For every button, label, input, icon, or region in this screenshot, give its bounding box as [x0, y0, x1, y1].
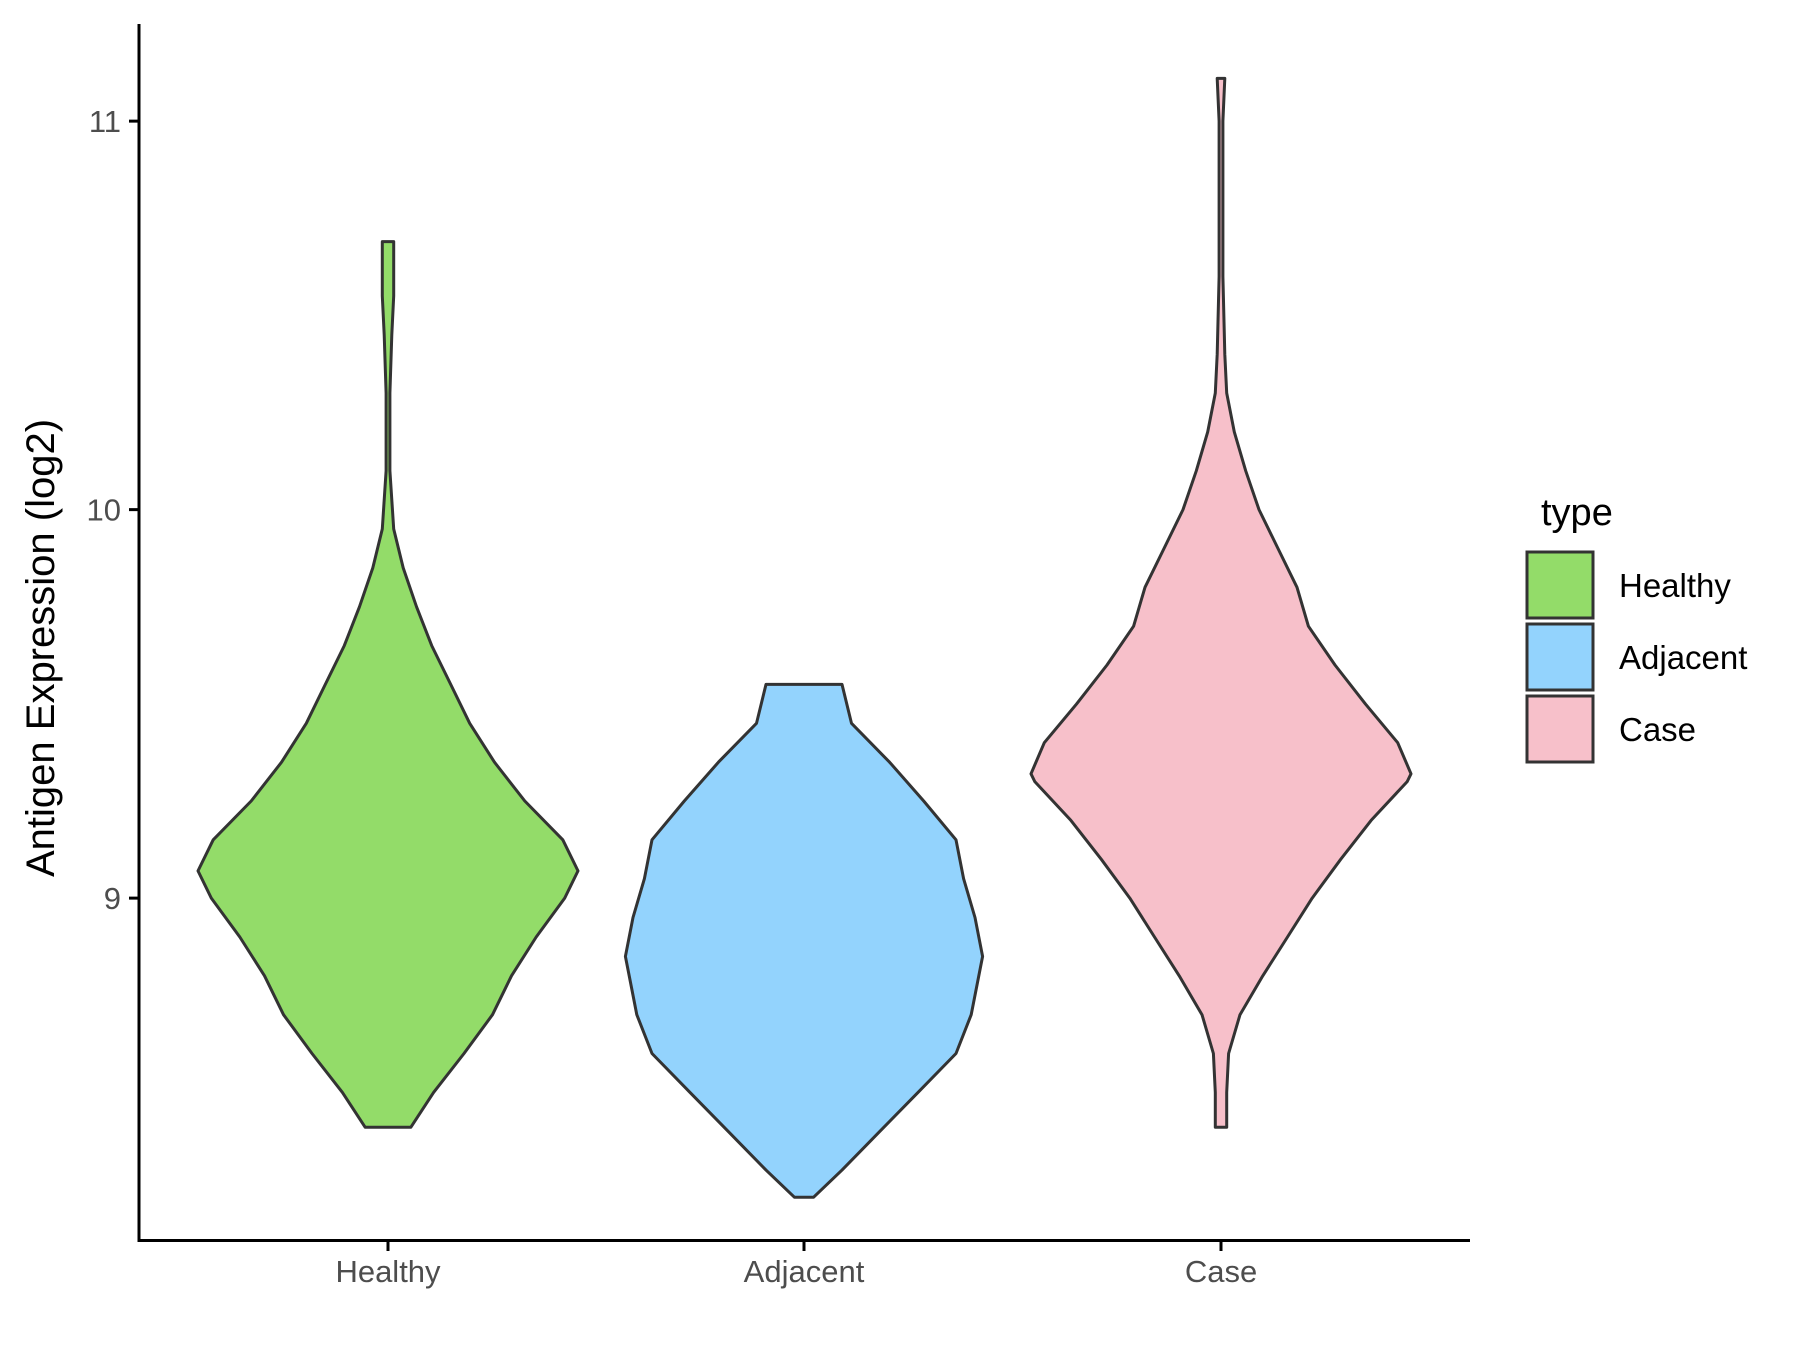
- y-tick-label: 10: [87, 493, 121, 528]
- violin-adjacent: [623, 682, 985, 1199]
- y-ticks: 9 10 11: [87, 104, 139, 916]
- legend-label-adjacent: Adjacent: [1619, 639, 1747, 676]
- x-ticks: Healthy Adjacent Case: [335, 1240, 1257, 1289]
- legend-label-case: Case: [1619, 711, 1696, 748]
- y-tick-label: 11: [89, 104, 121, 139]
- x-tick-label: Case: [1185, 1254, 1257, 1289]
- legend: type Healthy Adjacent Case: [1525, 492, 1747, 764]
- y-tick-label: 9: [104, 881, 121, 916]
- violin-healthy: [196, 240, 580, 1129]
- violin-case: [1029, 76, 1413, 1129]
- legend-label-healthy: Healthy: [1619, 567, 1731, 604]
- legend-swatch-adjacent: [1525, 622, 1595, 692]
- x-tick-label: Healthy: [335, 1254, 441, 1289]
- legend-swatch-healthy: [1525, 550, 1595, 620]
- x-tick-label: Adjacent: [744, 1254, 865, 1289]
- legend-title: type: [1541, 492, 1613, 534]
- violins-layer: [196, 76, 1413, 1199]
- y-axis-title: Antigen Expression (log2): [19, 419, 63, 877]
- legend-swatch-case: [1525, 694, 1595, 764]
